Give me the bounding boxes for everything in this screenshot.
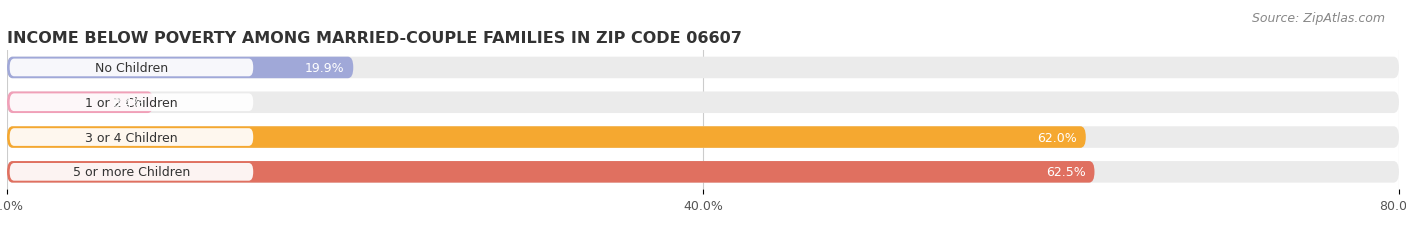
- Text: 19.9%: 19.9%: [305, 62, 344, 75]
- Text: 3 or 4 Children: 3 or 4 Children: [86, 131, 177, 144]
- Text: Source: ZipAtlas.com: Source: ZipAtlas.com: [1251, 12, 1385, 24]
- Text: INCOME BELOW POVERTY AMONG MARRIED-COUPLE FAMILIES IN ZIP CODE 06607: INCOME BELOW POVERTY AMONG MARRIED-COUPL…: [7, 30, 742, 46]
- FancyBboxPatch shape: [7, 92, 1399, 113]
- Text: 8.4%: 8.4%: [112, 96, 145, 109]
- FancyBboxPatch shape: [10, 59, 253, 77]
- FancyBboxPatch shape: [7, 127, 1085, 148]
- FancyBboxPatch shape: [7, 127, 1399, 148]
- FancyBboxPatch shape: [7, 58, 1399, 79]
- FancyBboxPatch shape: [10, 163, 253, 181]
- FancyBboxPatch shape: [10, 94, 253, 112]
- FancyBboxPatch shape: [7, 58, 353, 79]
- FancyBboxPatch shape: [7, 161, 1094, 183]
- Text: 62.5%: 62.5%: [1046, 166, 1085, 179]
- Text: No Children: No Children: [94, 62, 167, 75]
- Text: 62.0%: 62.0%: [1038, 131, 1077, 144]
- FancyBboxPatch shape: [7, 92, 153, 113]
- FancyBboxPatch shape: [10, 129, 253, 146]
- Text: 1 or 2 Children: 1 or 2 Children: [86, 96, 177, 109]
- Text: 5 or more Children: 5 or more Children: [73, 166, 190, 179]
- FancyBboxPatch shape: [7, 161, 1399, 183]
